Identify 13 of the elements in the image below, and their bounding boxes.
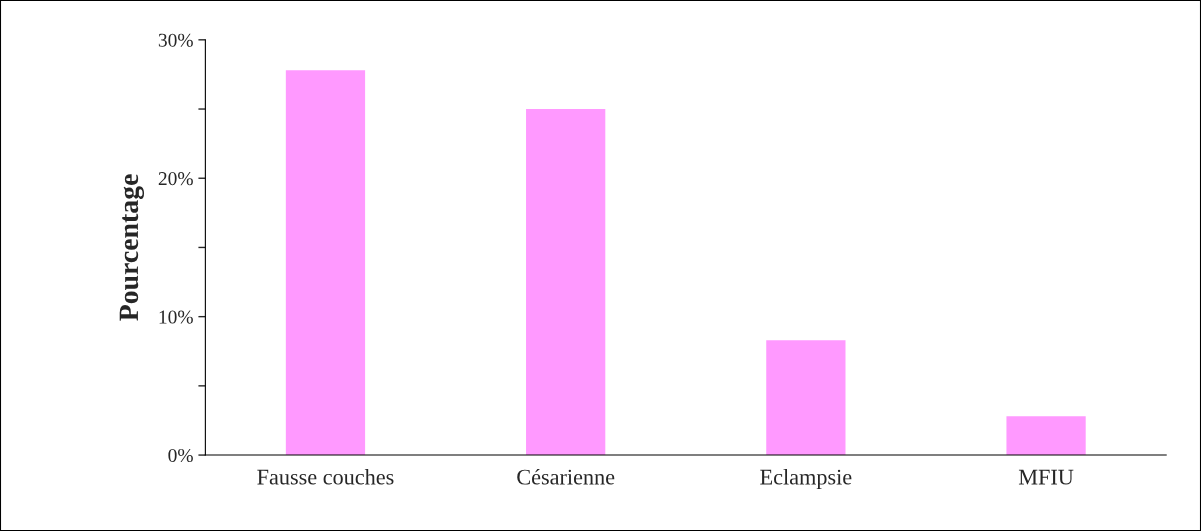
x-tick-label: Eclampsie <box>760 468 852 490</box>
x-tick-label: Césarienne <box>517 468 615 485</box>
x-tick-label: MFIU <box>1018 469 1074 485</box>
x-tick-label: Fausse couches <box>257 468 394 485</box>
y-tick-label: 10% <box>159 310 193 324</box>
y-tick-label: 30% <box>158 33 193 47</box>
y-tick-label: 0% <box>168 448 193 463</box>
y-tick-label: 20% <box>158 172 193 186</box>
bar <box>526 109 606 456</box>
y-axis-title: Pourcentage <box>119 174 145 321</box>
bar <box>285 70 366 456</box>
bar <box>766 340 846 456</box>
bar <box>1006 416 1086 456</box>
